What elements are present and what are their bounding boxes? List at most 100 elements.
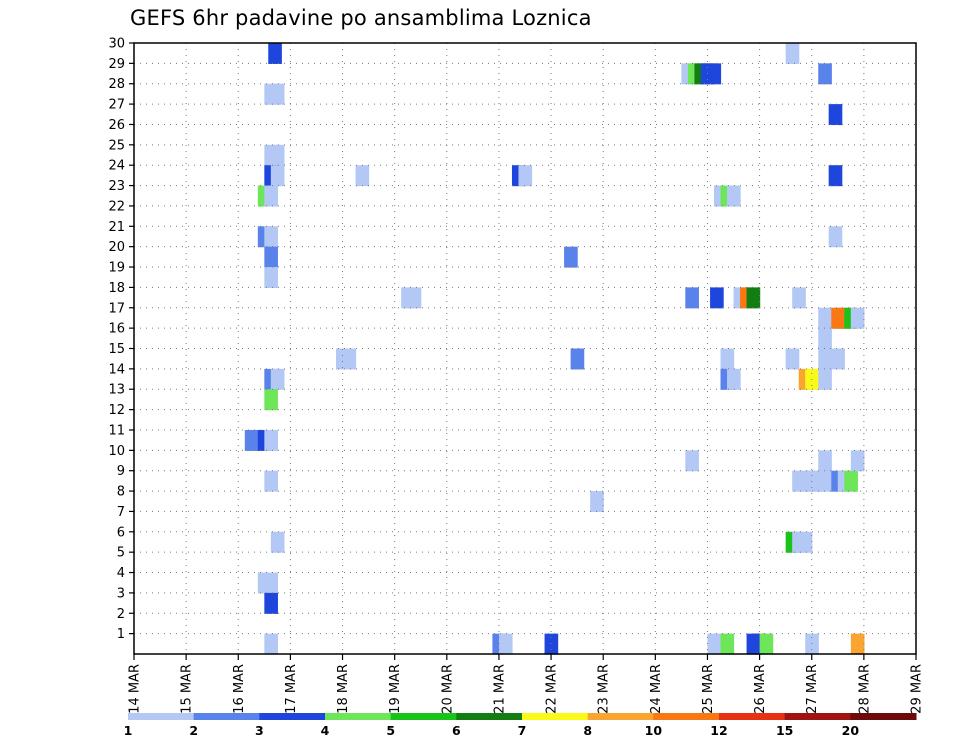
y-axis: 1234567891011121314151617181920212223242… (108, 37, 134, 642)
heatmap-cell (828, 104, 843, 126)
heatmap-cell (244, 429, 259, 451)
y-tick-label: 14 (108, 362, 125, 377)
x-tick-label: 26 MAR (753, 664, 768, 714)
x-tick-label: 28 MAR (857, 664, 872, 714)
heatmap-cell (270, 368, 285, 390)
x-tick-label: 22 MAR (545, 664, 560, 714)
color-legend: 1 2 3 4 5 6 7 8 10 12 15 20 (124, 713, 917, 738)
legend-label: 4 (321, 723, 330, 738)
heatmap-cell (720, 348, 735, 370)
legend-label: 3 (255, 723, 264, 738)
heatmap-cell (818, 63, 832, 85)
heatmap-cell (685, 450, 699, 472)
y-tick-label: 28 (108, 77, 125, 92)
heatmap-cell (270, 165, 285, 187)
heatmap-cell (264, 226, 278, 248)
heatmap-cell (850, 633, 865, 655)
y-tick-label: 27 (108, 98, 125, 113)
y-tick-label: 4 (117, 566, 125, 581)
heatmap-cell (564, 246, 578, 268)
y-tick-label: 11 (108, 423, 125, 438)
legend-swatch (259, 713, 326, 720)
legend-label: 1 (124, 723, 133, 738)
x-tick-label: 27 MAR (805, 664, 820, 714)
grid-layer (134, 43, 916, 654)
heatmap-cell (264, 592, 278, 614)
x-tick-label: 29 MAR (910, 664, 925, 714)
heatmap-cell (831, 348, 845, 370)
legend-label: 12 (710, 723, 727, 738)
cells-layer (244, 43, 865, 655)
y-tick-label: 21 (108, 220, 125, 235)
heatmap-cell (850, 450, 865, 472)
heatmap-cell (727, 368, 741, 390)
y-tick-label: 7 (117, 505, 125, 520)
legend-swatch (587, 713, 654, 720)
heatmap-cell (844, 470, 858, 492)
heatmap-cell (590, 491, 604, 513)
heatmap-cell (785, 43, 800, 64)
legend-swatch (653, 713, 720, 720)
x-axis: 14 MAR 15 MAR 16 MAR 17 MAR 18 MAR 19 MAR 20 M… (128, 654, 925, 714)
heatmap-cell (746, 287, 761, 309)
x-tick-label: 25 MAR (701, 664, 716, 714)
heatmap-cell (264, 429, 278, 451)
heatmap-cell (544, 633, 559, 655)
heatmap-cell (792, 287, 806, 309)
y-tick-label: 9 (117, 464, 125, 479)
x-tick-label: 16 MAR (232, 664, 247, 714)
y-tick-label: 24 (108, 159, 125, 174)
y-tick-label: 10 (108, 444, 125, 459)
heatmap-cell (785, 348, 800, 370)
legend-swatch (325, 713, 392, 720)
y-tick-label: 1 (117, 627, 125, 642)
heatmap-cell (685, 287, 699, 309)
y-tick-label: 30 (108, 37, 125, 52)
x-tick-label: 20 MAR (440, 664, 455, 714)
heatmap-cell (759, 633, 774, 655)
legend-swatch (719, 713, 786, 720)
heatmap-cell (818, 328, 832, 350)
x-tick-label: 21 MAR (492, 664, 507, 714)
legend-label: 5 (386, 723, 395, 738)
y-tick-label: 8 (117, 485, 125, 500)
y-tick-label: 20 (108, 240, 125, 255)
x-tick-label: 23 MAR (597, 664, 612, 714)
y-tick-label: 29 (108, 57, 125, 72)
heatmap-cell (818, 348, 832, 370)
heatmap-cell (828, 226, 843, 248)
y-tick-label: 22 (108, 199, 125, 214)
y-tick-label: 5 (117, 546, 125, 561)
legend-swatch (456, 713, 523, 720)
heatmap-cell (270, 531, 285, 553)
legend-label: 8 (583, 723, 592, 738)
legend-label: 15 (776, 723, 793, 738)
heatmap-cell (264, 470, 278, 492)
heatmap-cell (818, 368, 832, 390)
heatmap-cell (264, 633, 278, 655)
heatmap-cell (270, 144, 285, 166)
legend-swatch (128, 713, 195, 720)
heatmap-cell (268, 43, 282, 64)
y-tick-label: 15 (108, 342, 125, 357)
heatmap-cell (264, 246, 278, 268)
heatmap-cell (818, 470, 832, 492)
heatmap-cell (798, 531, 813, 553)
y-tick-label: 25 (108, 138, 125, 153)
x-tick-label: 24 MAR (649, 664, 664, 714)
x-tick-label: 19 MAR (388, 664, 403, 714)
x-tick-label: 17 MAR (284, 664, 299, 714)
y-tick-label: 18 (108, 281, 125, 296)
heatmap-cell (828, 165, 843, 187)
y-tick-label: 17 (108, 301, 125, 316)
heatmap-cell (727, 185, 741, 207)
heatmap-cell (264, 185, 278, 207)
y-tick-label: 6 (117, 525, 125, 540)
legend-swatch (193, 713, 260, 720)
heatmap-cell (264, 389, 278, 411)
heatmap-cell (498, 633, 513, 655)
heatmap-cell (805, 633, 819, 655)
heatmap-cell (570, 348, 585, 370)
x-tick-label: 18 MAR (336, 664, 351, 714)
